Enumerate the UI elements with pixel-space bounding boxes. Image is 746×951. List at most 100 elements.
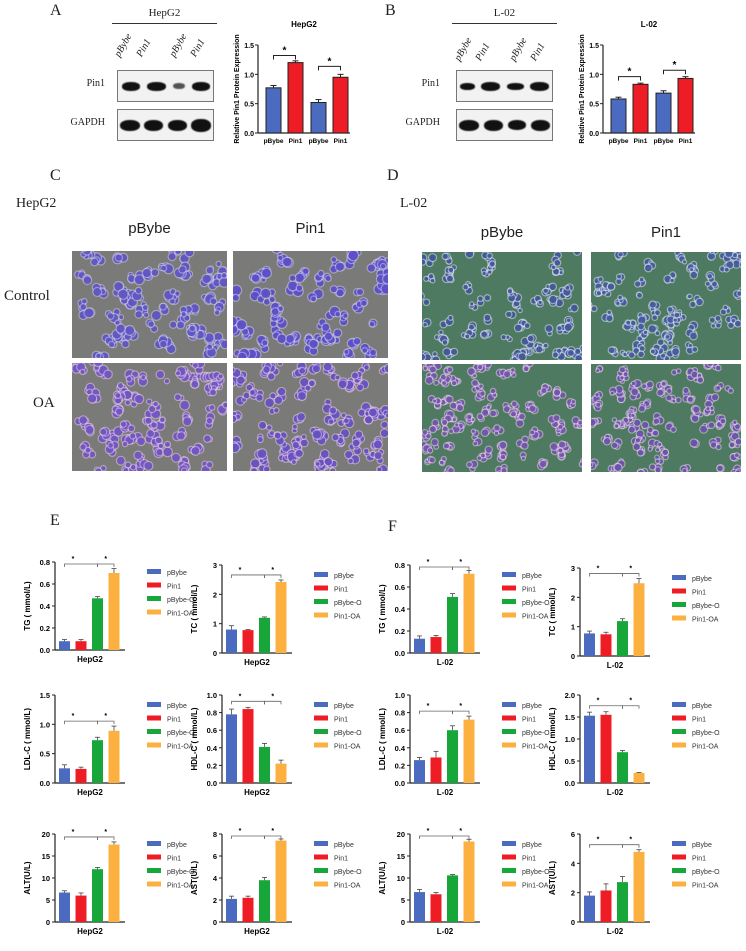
svg-text:*: * xyxy=(597,698,600,705)
legend-swatch xyxy=(147,841,161,846)
legend-label: Pin1 xyxy=(522,587,536,594)
svg-text:15: 15 xyxy=(42,852,50,861)
legend-label: Pin1 xyxy=(522,717,536,724)
cell-colonies xyxy=(591,364,741,472)
bar xyxy=(108,573,120,650)
svg-text:1.0: 1.0 xyxy=(40,720,50,729)
micrograph-l02-pin1-control xyxy=(591,252,741,360)
svg-text:*: * xyxy=(629,566,632,573)
y-axis-label: HDL-C ( mmol/L) xyxy=(190,707,199,770)
lane-label: pBybe xyxy=(112,31,135,59)
legend-swatch xyxy=(314,841,328,846)
legend-swatch xyxy=(147,702,161,707)
legend-swatch xyxy=(672,729,686,734)
blot-band xyxy=(506,82,524,90)
bar-chart-hepg2-tc: 0 1 2 3 TC ( mmol/L) HepG2 * * pBybe Pin1 pBybe-OA… xyxy=(190,561,362,667)
legend-label: Pin1-OA xyxy=(522,744,549,751)
panel-letter-c: C xyxy=(50,167,61,184)
panel-letter-d: D xyxy=(387,167,399,184)
legend-swatch xyxy=(502,612,516,618)
micrograph-hepg2-pin1-oa xyxy=(233,363,388,471)
legend-swatch xyxy=(672,615,686,621)
bar xyxy=(633,851,645,922)
bar xyxy=(463,573,475,653)
legend-swatch xyxy=(147,609,161,615)
bar-chart-l02-ast: 0 2 4 6 AST(U/L) L-02 * * pBybe Pin1 pBybe-OA Pin1-… xyxy=(548,830,720,936)
legend-swatch xyxy=(147,569,161,574)
legend-swatch xyxy=(502,729,516,734)
svg-text:*: * xyxy=(597,566,600,573)
blot-band xyxy=(167,119,187,131)
lane-label: pBybe xyxy=(452,35,475,63)
blot-title-hepg2: HepG2 xyxy=(148,7,181,19)
legend-label: Pin1 xyxy=(334,717,348,724)
y-axis-label: TG ( mmol/L) xyxy=(378,584,387,634)
svg-text:0.4: 0.4 xyxy=(40,602,51,611)
svg-text:0.8: 0.8 xyxy=(395,709,405,718)
legend-label: pBybe-OA xyxy=(692,869,720,876)
lane-label: Pin1 xyxy=(188,37,208,59)
legend-label: pBybe-OA xyxy=(334,600,362,607)
panel-letter-a: A xyxy=(50,2,62,19)
bar xyxy=(75,895,87,922)
svg-text:1.5: 1.5 xyxy=(589,43,599,50)
bar xyxy=(677,77,694,134)
bar xyxy=(226,714,237,783)
bar-chart-hepg2-hdl: 0.0 0.2 0.4 0.6 0.8 1.0 HDL-C ( mmol/L) HepG2 * *… xyxy=(190,691,362,797)
x-axis-label: HepG2 xyxy=(244,658,270,667)
x-axis-label: L-02 xyxy=(437,658,454,667)
svg-text:*: * xyxy=(427,559,430,566)
legend-label: Pin1-OA xyxy=(334,614,361,621)
row-label: OA xyxy=(33,395,55,411)
svg-text:4: 4 xyxy=(213,874,218,883)
legend-label: pBybe xyxy=(167,570,187,577)
legend-label: pBybe-OA xyxy=(167,597,195,604)
legend-label: pBybe-OA xyxy=(692,730,720,737)
bar xyxy=(287,62,304,134)
legend-swatch xyxy=(314,742,328,748)
svg-text:2: 2 xyxy=(213,590,217,599)
svg-text:Pin1: Pin1 xyxy=(679,138,693,145)
bar xyxy=(584,895,595,922)
svg-text:0.2: 0.2 xyxy=(395,627,405,636)
legend-label: pBybe xyxy=(334,842,354,849)
blot-band xyxy=(121,81,140,91)
x-axis-label: HepG2 xyxy=(77,927,103,936)
row-label: Control xyxy=(4,288,50,304)
svg-text:*: * xyxy=(459,559,462,566)
legend-label: pBybe xyxy=(167,703,187,710)
bar xyxy=(600,890,612,922)
x-axis-label: HepG2 xyxy=(77,655,103,664)
bar xyxy=(430,637,442,653)
y-axis-label: AST(U/L) xyxy=(190,861,199,896)
svg-text:0.0: 0.0 xyxy=(244,131,254,138)
bar xyxy=(633,583,645,656)
legend-label: Pin1-OA xyxy=(167,611,194,618)
legend-label: Pin1 xyxy=(522,856,536,863)
legend-label: pBybe-OA xyxy=(334,730,362,737)
western-blot-pin1 xyxy=(456,70,553,102)
svg-text:2.0: 2.0 xyxy=(565,691,575,700)
bar xyxy=(275,840,287,922)
svg-text:0: 0 xyxy=(401,918,405,927)
bar xyxy=(92,598,103,650)
svg-text:*: * xyxy=(104,556,107,563)
legend-swatch xyxy=(672,841,686,846)
lane-label: Pin1 xyxy=(528,41,548,63)
svg-text:*: * xyxy=(597,837,600,844)
legend-swatch xyxy=(147,582,161,588)
legend-label: Pin1 xyxy=(334,587,348,594)
micrograph-hepg2-pin1-control xyxy=(233,251,388,358)
legend-label: pBybe-OA xyxy=(167,869,195,876)
svg-text:*: * xyxy=(72,713,75,720)
micrograph-hepg2-pbybe-control xyxy=(72,251,227,358)
svg-text:3: 3 xyxy=(213,561,217,570)
blot-band xyxy=(507,120,526,130)
legend-swatch xyxy=(147,868,161,873)
svg-text:Pin1: Pin1 xyxy=(334,138,348,145)
svg-text:0.5: 0.5 xyxy=(40,750,50,759)
legend-label: Pin1 xyxy=(692,717,706,724)
svg-text:0.0: 0.0 xyxy=(207,779,217,788)
legend-label: pBybe xyxy=(334,703,354,710)
svg-text:*: * xyxy=(271,693,274,700)
